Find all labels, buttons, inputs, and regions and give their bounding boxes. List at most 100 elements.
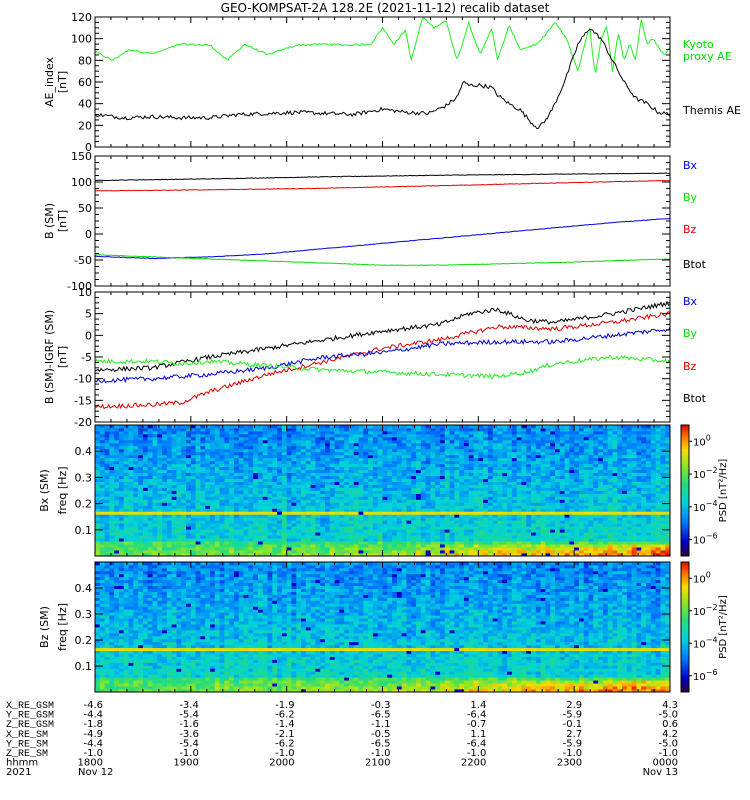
heatmap-cell: [157, 451, 163, 456]
heatmap-cell: [133, 505, 139, 509]
heatmap-cell: [353, 487, 359, 491]
heatmap-cell: [401, 544, 407, 548]
heatmap-cell: [267, 496, 273, 500]
heatmap-cell: [502, 517, 508, 521]
heatmap-cell: [181, 538, 187, 542]
heatmap-cell: [138, 448, 144, 453]
heatmap-cell: [257, 553, 264, 557]
heatmap-cell: [301, 490, 307, 494]
heatmap-cell: [473, 505, 479, 509]
heatmap-cell: [545, 544, 551, 548]
heatmap-cell: [492, 463, 498, 468]
heatmap-cell: [296, 511, 302, 515]
heatmap-cell: [507, 502, 513, 506]
heatmap-cell: [329, 427, 335, 432]
heatmap-cell: [109, 541, 115, 545]
heatmap-cell: [583, 460, 589, 465]
heatmap-cell: [142, 544, 149, 548]
heatmap-cell: [440, 463, 446, 468]
heatmap-cell: [507, 520, 513, 524]
heatmap-cell: [372, 430, 379, 435]
heatmap-cell: [142, 508, 149, 512]
heatmap-cell: [200, 520, 206, 524]
heatmap-cell: [574, 505, 580, 509]
heatmap-cell: [483, 439, 489, 444]
heatmap-cell: [535, 523, 542, 527]
heatmap-cell: [550, 553, 556, 557]
heatmap-cell: [387, 448, 393, 453]
heatmap-cell: [291, 508, 297, 512]
heatmap-cell: [487, 490, 494, 494]
heatmap-cell: [181, 448, 187, 453]
heatmap-cell: [277, 427, 283, 432]
heatmap-cell: [396, 448, 403, 453]
heatmap-cell: [444, 505, 450, 509]
heatmap-cell: [440, 454, 446, 459]
heatmap-cell: [262, 523, 268, 527]
heatmap-cell: [348, 511, 355, 515]
heatmap-cell: [487, 433, 494, 438]
heatmap-cell: [162, 529, 168, 533]
heatmap-cell: [320, 517, 326, 521]
heatmap-cell: [468, 547, 474, 551]
heatmap-cell: [420, 502, 427, 506]
heatmap-cell: [473, 427, 479, 432]
heatmap-cell: [353, 538, 359, 542]
heatmap-cell: [157, 439, 163, 444]
heatmap-cell: [205, 460, 211, 465]
heatmap-cell: [478, 445, 484, 450]
heatmap-cell: [123, 496, 129, 500]
heatmap-cell: [559, 493, 565, 497]
heatmap-cell: [109, 523, 115, 527]
heatmap-cell: [564, 553, 570, 557]
heatmap-cell: [564, 517, 570, 521]
heatmap-cell: [99, 445, 105, 450]
heatmap-cell: [262, 532, 268, 536]
heatmap-cell: [478, 427, 484, 432]
heatmap-cell: [99, 448, 105, 453]
heatmap-cell: [257, 514, 264, 518]
heatmap-cell: [329, 451, 335, 456]
heatmap-cell: [569, 425, 575, 429]
heatmap-cell: [114, 502, 120, 506]
heatmap-cell: [243, 514, 249, 518]
heatmap-cell: [420, 433, 427, 438]
heatmap-cell: [535, 433, 542, 438]
heatmap-cell: [229, 547, 235, 551]
heatmap-cell: [262, 505, 268, 509]
heatmap-cell: [133, 541, 139, 545]
heatmap-cell: [229, 442, 235, 447]
heatmap-cell: [291, 478, 297, 482]
heatmap-cell: [516, 517, 522, 521]
heatmap-cell: [267, 502, 273, 506]
heatmap-cell: [195, 442, 201, 447]
heatmap-cell: [147, 442, 153, 447]
heatmap-cell: [186, 535, 192, 539]
heatmap-cell: [157, 430, 163, 435]
heatmap-cell: [583, 526, 589, 530]
heatmap-cell: [358, 481, 364, 485]
heatmap-cell: [286, 484, 292, 488]
heatmap-cell: [243, 481, 249, 485]
heatmap-cell: [411, 532, 417, 536]
heatmap-cell: [392, 463, 398, 468]
heatmap-cell: [166, 484, 173, 488]
heatmap-cell: [104, 490, 110, 494]
heatmap-cell: [142, 535, 149, 539]
heatmap-cell: [291, 511, 297, 515]
heatmap-cell: [444, 466, 450, 471]
heatmap-cell: [574, 535, 580, 539]
heatmap-cell: [267, 439, 273, 444]
heatmap-cell: [540, 451, 546, 456]
heatmap-cell: [152, 466, 158, 471]
heatmap-cell: [133, 454, 139, 459]
heatmap-cell: [344, 472, 350, 477]
heatmap-cell: [109, 472, 115, 477]
heatmap-cell: [583, 487, 589, 491]
heatmap-cell: [133, 433, 139, 438]
heatmap-cell: [353, 457, 359, 462]
heatmap-cell: [545, 478, 551, 482]
heatmap-cell: [492, 520, 498, 524]
heatmap-cell: [583, 532, 589, 536]
heatmap-cell: [411, 487, 417, 491]
